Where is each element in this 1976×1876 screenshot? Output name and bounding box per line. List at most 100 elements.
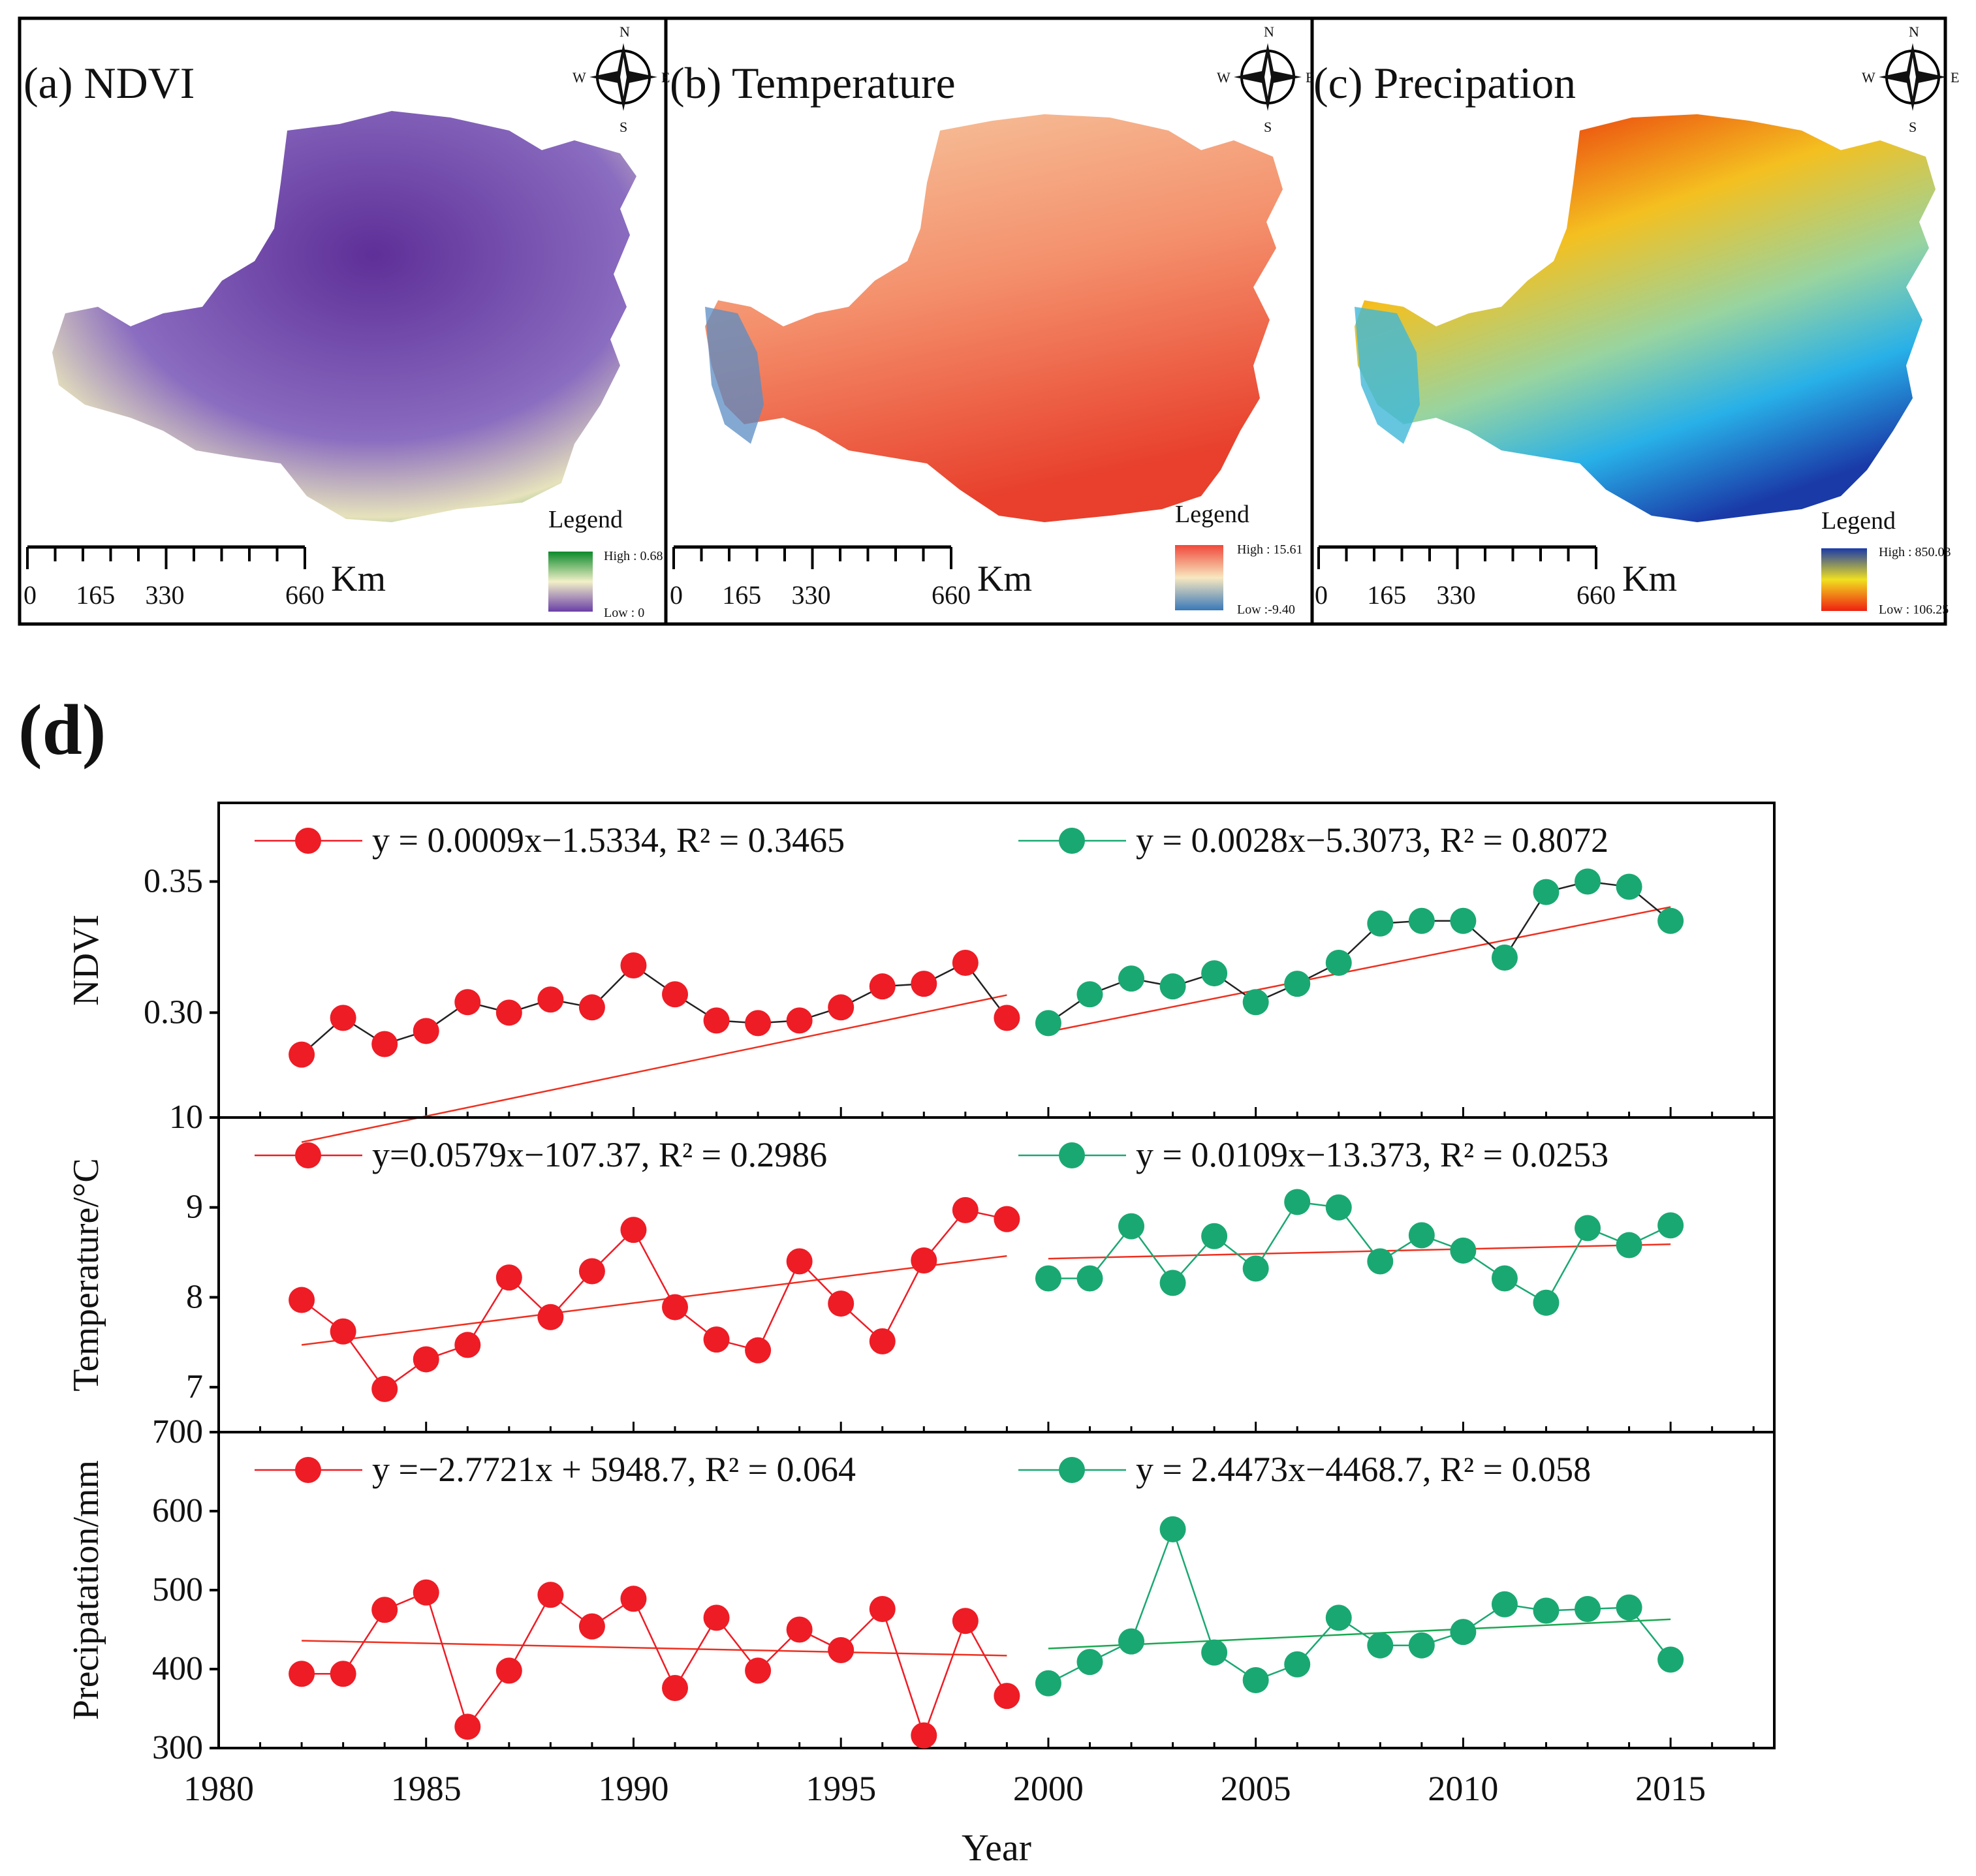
- legend-high: High : 15.61: [1237, 542, 1303, 557]
- data-point: [1657, 907, 1684, 934]
- data-point: [1201, 1223, 1228, 1249]
- data-point: [1616, 1232, 1642, 1258]
- data-point: [1367, 1248, 1394, 1275]
- data-point: [994, 1206, 1020, 1232]
- scale-bar-label: 0: [24, 580, 37, 610]
- legend-marker: [1059, 828, 1085, 854]
- data-point: [952, 1196, 979, 1223]
- line-chart-stack: 0.30 0.35 NDVI y = 0.0009x−1.5334, R² = 0.3…: [66, 802, 1776, 1869]
- data-point: [1076, 981, 1103, 1008]
- legend-low: Low :-9.40: [1237, 602, 1295, 617]
- data-point: [1159, 1270, 1186, 1296]
- series-green: [1035, 1516, 1684, 1696]
- data-point: [1159, 1516, 1186, 1542]
- compass-n: N: [619, 23, 630, 40]
- y-tick-label: 300: [152, 1729, 203, 1766]
- data-point: [537, 986, 564, 1013]
- data-point: [911, 1247, 937, 1274]
- map-region-shape: [705, 114, 1283, 522]
- data-point: [1325, 950, 1352, 977]
- compass-n: N: [1264, 23, 1274, 40]
- compass-w: W: [1217, 69, 1231, 86]
- data-point: [1491, 1265, 1518, 1292]
- data-point: [828, 1636, 855, 1663]
- data-point: [1118, 1213, 1145, 1240]
- data-point: [869, 1328, 896, 1354]
- data-point: [1657, 1212, 1684, 1239]
- data-point: [1575, 868, 1601, 895]
- x-axis-label: Year: [962, 1826, 1031, 1869]
- data-point: [1491, 944, 1518, 971]
- data-point: [454, 989, 481, 1016]
- compass-rose-icon: N S E W: [572, 23, 670, 135]
- legend-marker: [1059, 1457, 1085, 1483]
- compass-w: W: [572, 69, 586, 86]
- y-tick-label: 400: [152, 1650, 203, 1687]
- y-tick-label: 9: [186, 1189, 203, 1226]
- data-point: [1575, 1215, 1601, 1242]
- data-point: [1076, 1265, 1103, 1292]
- legend-equation: y = 2.4473x−4468.7, R² = 0.058: [1136, 1450, 1591, 1489]
- data-point: [1450, 1237, 1477, 1264]
- data-point: [869, 973, 896, 1000]
- y-tick-label: 600: [152, 1492, 203, 1529]
- data-point: [1284, 971, 1311, 997]
- series-green: [1035, 868, 1684, 1037]
- data-point: [745, 1657, 772, 1684]
- data-point: [1408, 1632, 1435, 1659]
- data-point: [703, 1604, 730, 1631]
- y-axis-label: Temperature/°C: [66, 1158, 106, 1391]
- data-point: [495, 1657, 522, 1684]
- data-point: [289, 1041, 315, 1068]
- legend-entry: y=0.0579x−107.37, R² = 0.2986: [255, 1135, 827, 1174]
- data-point: [454, 1713, 481, 1740]
- legend-high: High : 850.03: [1879, 545, 1951, 559]
- compass-e: E: [661, 69, 670, 86]
- data-point: [1242, 989, 1269, 1016]
- data-point: [371, 1031, 398, 1057]
- map-temperature: (b) Temperature Legend High : 15.61 Low …: [670, 58, 1303, 617]
- legend-marker: [295, 1142, 321, 1168]
- scale-bar-label: 330: [792, 580, 831, 610]
- legend-equation: y = 0.0028x−5.3073, R² = 0.8072: [1136, 821, 1608, 860]
- data-point: [1118, 1628, 1145, 1655]
- data-point: [994, 1683, 1020, 1710]
- legend-equation: y = 0.0109x−13.373, R² = 0.0253: [1136, 1135, 1608, 1174]
- data-point: [952, 1608, 979, 1634]
- series-line: [1048, 1527, 1672, 1684]
- compass-rose-icon: N S E W: [1862, 23, 1959, 135]
- data-point: [578, 1258, 605, 1285]
- y-tick-label: 10: [169, 1099, 203, 1136]
- y-axis-label: Precipatation/mm: [66, 1460, 106, 1720]
- compass-s: S: [619, 119, 627, 135]
- compass-rose-icon: N S E W: [1217, 23, 1314, 135]
- scale-bar-unit: Km: [331, 559, 386, 599]
- map-cold-region: [705, 307, 764, 444]
- data-point: [1159, 973, 1186, 1000]
- data-point: [537, 1304, 564, 1330]
- legend-equation: y = 0.0009x−1.5334, R² = 0.3465: [372, 821, 845, 860]
- data-point: [786, 1007, 813, 1034]
- legend-entry: y = 0.0109x−13.373, R² = 0.0253: [1018, 1135, 1608, 1174]
- chart-panel: 7 8 9 10 Temperature/°C y=0.0579x−107.37, R² …: [66, 1099, 1776, 1433]
- data-point: [1575, 1596, 1601, 1623]
- data-point: [1242, 1666, 1269, 1693]
- x-axis: 1980 1985 1990 1995 2000 2005 2010 2015 Year: [183, 1769, 1706, 1869]
- x-tick-label: 2010: [1428, 1769, 1498, 1808]
- series-line: [301, 961, 1008, 1055]
- legend-equation: y =−2.7721x + 5948.7, R² = 0.064: [372, 1450, 856, 1489]
- data-point: [994, 1005, 1020, 1031]
- scale-bar-unit: Km: [1622, 559, 1677, 599]
- data-point: [1035, 1265, 1061, 1292]
- data-point: [1201, 1639, 1228, 1666]
- map-precipitation: (c) Precipation Legend High : 850.03 Low…: [1313, 58, 1951, 617]
- data-point: [1408, 1222, 1435, 1249]
- data-point: [413, 1018, 439, 1044]
- chart-panel: 300 400 500 600 700 Precipatation/mm y =−2.772…: [66, 1413, 1776, 1766]
- data-point: [911, 1722, 937, 1749]
- scale-bar-label: 330: [146, 580, 185, 610]
- data-point: [662, 1294, 689, 1321]
- trend-line: [1048, 1618, 1671, 1649]
- data-point: [1118, 965, 1145, 992]
- data-point: [745, 1010, 772, 1037]
